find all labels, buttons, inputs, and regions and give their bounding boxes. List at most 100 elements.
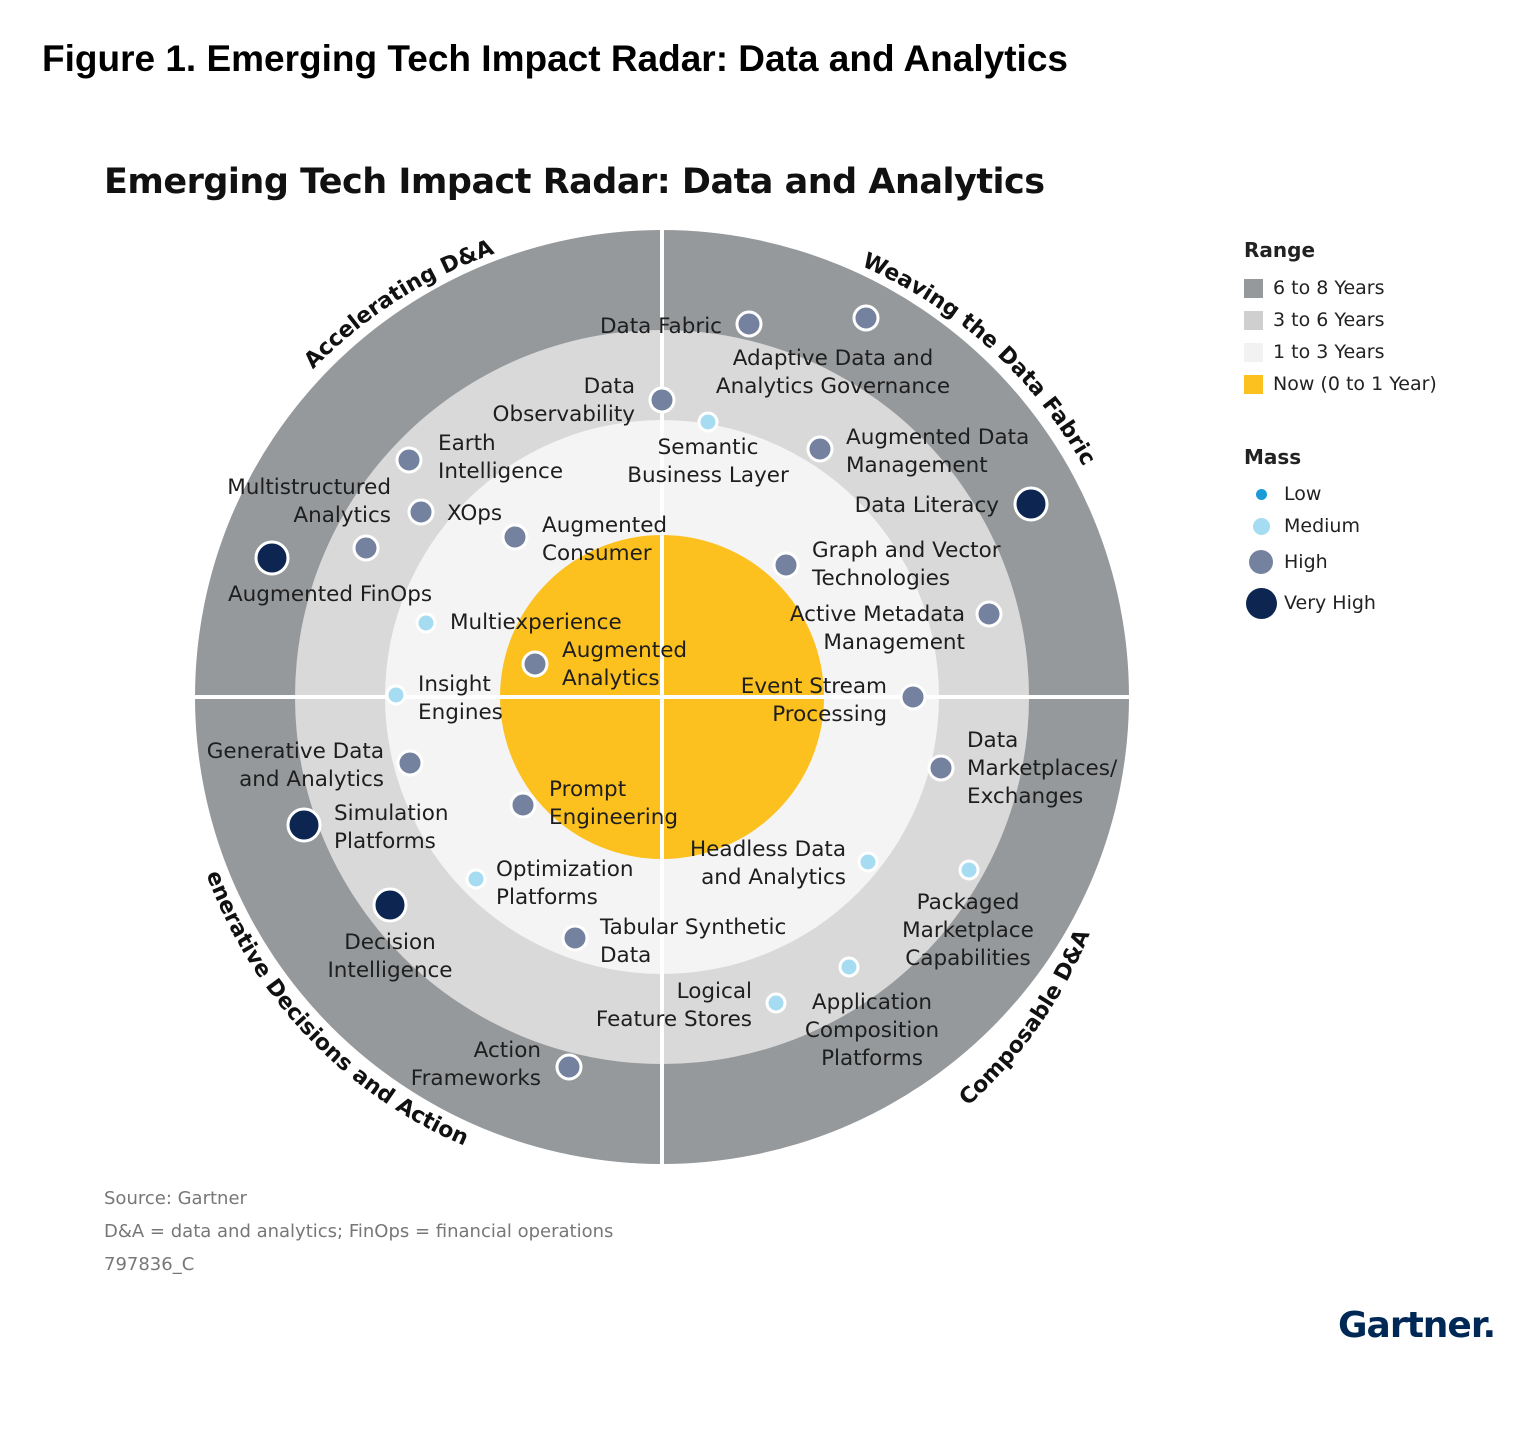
tech-dot-decision-intelligence xyxy=(372,887,408,923)
tech-dot-generative-data-and-analytics xyxy=(396,749,424,777)
tech-label-line: Simulation xyxy=(334,801,449,826)
tech-label-line: Action xyxy=(474,1038,541,1063)
tech-label-prompt-engineering: Prompt Engineering xyxy=(549,777,678,830)
tech-label-line: Augmented xyxy=(542,513,667,538)
tech-dot-augmented-finops xyxy=(254,540,290,576)
tech-dot-augmented-analytics xyxy=(521,650,549,678)
tech-label-line: Management xyxy=(823,630,965,655)
mass-swatch xyxy=(1252,517,1270,535)
tech-label-line: Processing xyxy=(772,702,887,727)
mass-swatch-cell xyxy=(1244,587,1278,619)
tech-label-active-metadata-management: Active Metadata Management xyxy=(790,602,965,655)
range-swatch xyxy=(1244,278,1263,298)
tech-dot-application-composition-platforms xyxy=(838,956,860,978)
tech-generative-data-and-analytics: Generative Data and Analytics xyxy=(207,739,424,792)
tech-dot-semantic-business-layer xyxy=(697,411,719,433)
mass-legend-label: Very High xyxy=(1284,592,1376,614)
tech-dot-action-frameworks xyxy=(555,1053,583,1081)
tech-adaptive-data-and-analytics-governance: Adaptive Data and Analytics Governance xyxy=(716,304,950,399)
tech-graph-and-vector-technologies: Graph and Vector Technologies xyxy=(772,538,1001,591)
tech-dot-augmented-consumer xyxy=(501,523,529,551)
gartner-logo: Gartner. xyxy=(1338,1305,1496,1346)
tech-dot-logical-feature-stores xyxy=(765,992,787,1014)
range-legend-item-now: Now (0 to 1 Year) xyxy=(1244,368,1437,400)
tech-label-logical-feature-stores: Logical Feature Stores xyxy=(596,979,752,1032)
tech-label-line: Data xyxy=(967,728,1018,753)
range-legend-label: 3 to 6 Years xyxy=(1273,309,1385,331)
tech-label-line: Generative Data xyxy=(207,739,384,764)
tech-label-line: Data xyxy=(584,374,635,399)
tech-label-line: Feature Stores xyxy=(596,1007,752,1032)
tech-label-insight-engines: Insight Engines xyxy=(418,672,503,725)
tech-label-line: Augmented Data xyxy=(846,425,1029,450)
tech-dot-multistructured-analytics xyxy=(352,534,380,562)
tech-label-line: Observability xyxy=(493,402,636,427)
mass-swatch-cell xyxy=(1244,550,1278,574)
tech-data-marketplaces-exchanges: Data Marketplaces/Exchanges xyxy=(927,728,1118,809)
tech-active-metadata-management: Active Metadata Management xyxy=(790,600,1003,655)
tech-label-generative-data-and-analytics: Generative Data and Analytics xyxy=(207,739,384,792)
tech-label-line: Data xyxy=(600,943,651,968)
tech-xops: XOps xyxy=(407,498,502,526)
tech-label-line: and Analytics xyxy=(701,865,846,890)
tech-label-line: Packaged xyxy=(917,890,1020,915)
tech-label-line: Adaptive Data and xyxy=(733,346,934,371)
tech-label-line: Platforms xyxy=(496,885,598,910)
tech-label-adaptive-data-and-analytics-governance: Adaptive Data and Analytics Governance xyxy=(716,346,950,399)
chart-title: Emerging Tech Impact Radar: Data and Ana… xyxy=(104,162,1045,202)
tech-dot-graph-and-vector-technologies xyxy=(772,551,800,579)
tech-label-line: Analytics xyxy=(562,666,660,691)
tech-label-line: Frameworks xyxy=(411,1066,541,1091)
range-swatch xyxy=(1244,310,1263,330)
mass-swatch xyxy=(1255,488,1267,500)
tech-label-augmented-finops: Augmented FinOps xyxy=(228,582,432,607)
tech-label-line: Semantic xyxy=(658,435,759,460)
tech-augmented-analytics: Augmented Analytics xyxy=(521,638,687,691)
mass-legend: Mass Low Medium High Very High xyxy=(1244,445,1376,625)
tech-label-line: Management xyxy=(846,453,988,478)
tech-label-line: Augmented xyxy=(562,638,687,663)
tech-label-line: Analytics Governance xyxy=(716,374,950,399)
range-legend-label: 1 to 3 Years xyxy=(1273,341,1385,363)
tech-label-line: Platforms xyxy=(821,1046,923,1071)
mass-swatch xyxy=(1245,587,1277,619)
range-legend: Range 6 to 8 Years 3 to 6 Years 1 to 3 Yea… xyxy=(1244,238,1437,400)
range-legend-item-3-6: 3 to 6 Years xyxy=(1244,304,1437,336)
tech-event-stream-processing: Event Stream Processing xyxy=(741,674,927,727)
tech-dot-data-observability xyxy=(648,386,676,414)
tech-augmented-finops: Augmented FinOps xyxy=(228,540,432,607)
tech-dot-headless-data-and-analytics xyxy=(857,851,879,873)
tech-label-earth-intelligence: Earth Intelligence xyxy=(438,431,563,484)
tech-tabular-synthetic-data: Tabular Synthetic Data xyxy=(561,915,786,968)
tech-label-line: Data Fabric xyxy=(600,314,722,339)
tech-label-augmented-data-management: Augmented Data Management xyxy=(846,425,1029,478)
tech-dot-active-metadata-management xyxy=(975,600,1003,628)
source-note: Source: Gartner xyxy=(104,1188,247,1209)
tech-label-line: Earth xyxy=(438,431,496,456)
tech-dot-insight-engines xyxy=(385,684,407,706)
tech-dot-data-marketplaces-exchanges xyxy=(927,754,955,782)
tech-decision-intelligence: Decision Intelligence xyxy=(327,887,453,983)
tech-label-line: Multistructured xyxy=(227,475,391,500)
tech-label-semantic-business-layer: Semantic Business Layer xyxy=(627,435,789,488)
tech-dot-optimization-platforms xyxy=(465,868,487,890)
tech-label-line: Intelligence xyxy=(327,958,452,983)
tech-label-optimization-platforms: Optimization Platforms xyxy=(496,857,634,910)
range-swatch xyxy=(1244,342,1263,362)
tech-application-composition-platforms: Application Composition Platforms xyxy=(805,956,939,1071)
mass-legend-item-very-high: Very High xyxy=(1244,581,1376,625)
tech-label-line: Prompt xyxy=(549,777,626,802)
tech-earth-intelligence: Earth Intelligence xyxy=(395,431,563,484)
tech-label-tabular-synthetic-data: Tabular Synthetic Data xyxy=(599,915,786,968)
tech-dot-simulation-platforms xyxy=(286,807,322,843)
tech-label-line: XOps xyxy=(447,501,502,526)
tech-dot-tabular-synthetic-data xyxy=(561,924,589,952)
tech-label-data-observability: Data Observability xyxy=(493,374,636,427)
tech-label-line: Engines xyxy=(418,700,503,725)
range-legend-label: 6 to 8 Years xyxy=(1273,277,1385,299)
tech-label-line: Platforms xyxy=(334,829,436,854)
mass-legend-label: High xyxy=(1284,551,1328,573)
range-legend-label: Now (0 to 1 Year) xyxy=(1273,373,1437,395)
tech-augmented-consumer: Augmented Consumer xyxy=(501,513,667,566)
